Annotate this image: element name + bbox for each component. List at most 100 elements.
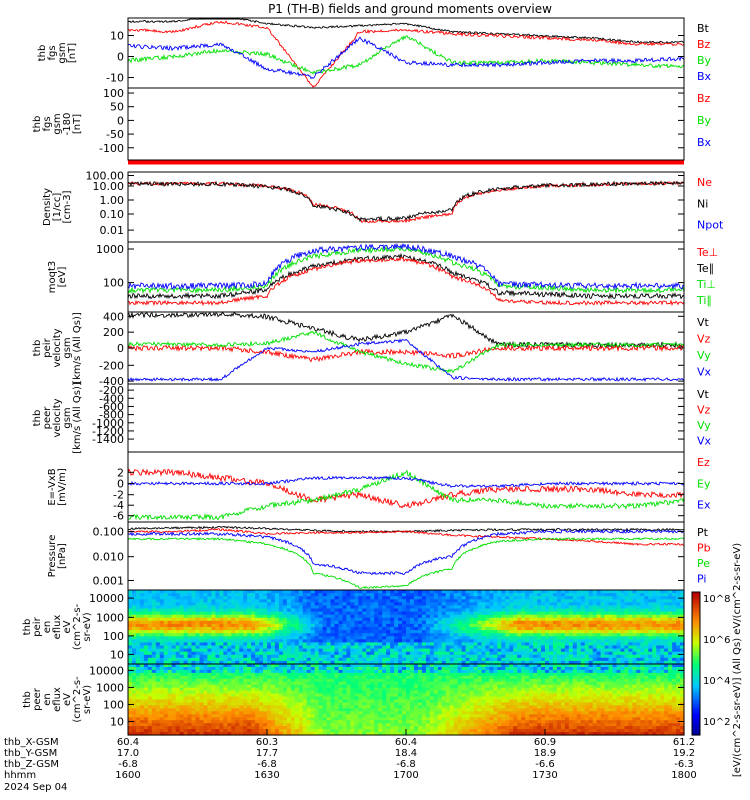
spectrogram-cell — [167, 633, 173, 637]
spectrogram-cell — [640, 672, 645, 677]
spectrogram-cell — [620, 633, 626, 637]
spectrogram-cell — [473, 664, 479, 668]
spectrogram-cell — [143, 690, 149, 695]
spectrogram-cell — [441, 611, 447, 616]
spectrogram-cell — [644, 681, 649, 686]
spectrogram-cell — [207, 596, 212, 600]
spectrogram-cell — [461, 617, 467, 622]
spectrogram-cell — [652, 636, 657, 640]
spectrogram-cell — [640, 678, 645, 683]
spectrogram-cell — [481, 667, 487, 671]
spectrogram-cell — [584, 590, 590, 594]
spectrogram-cell — [660, 687, 665, 692]
spectrogram-cell — [406, 645, 411, 650]
spectrogram-cell — [370, 614, 375, 619]
spectrogram-cell — [354, 687, 359, 692]
spectrogram-cell — [175, 614, 181, 619]
spectrogram-cell — [334, 620, 340, 625]
spectrogram-cell — [481, 690, 487, 695]
spectrogram-cell — [251, 614, 256, 619]
spectrogram-cell — [298, 645, 304, 650]
spectrogram-cell — [529, 642, 534, 647]
spectrogram-cell — [350, 681, 355, 686]
spectrogram-cell — [350, 596, 355, 600]
spectrogram-cell — [584, 605, 590, 610]
spectrogram-cell — [529, 614, 534, 619]
spectrogram-cell — [402, 675, 407, 680]
spectrogram-cell — [326, 648, 332, 653]
spectrogram-cell — [151, 636, 157, 640]
spectrogram-cell — [302, 664, 308, 668]
spectrogram-cell — [429, 675, 435, 680]
spectrogram-cell — [370, 599, 375, 603]
spectrogram-cell — [640, 657, 645, 662]
spectrogram-cell — [386, 620, 391, 625]
spectrogram-cell — [398, 660, 403, 665]
spectrogram-cell — [668, 614, 673, 619]
spectrogram-cell — [251, 605, 256, 610]
spectrogram-cell — [680, 602, 685, 606]
spectrogram-cell — [326, 672, 332, 677]
spectrogram-cell — [235, 669, 240, 674]
spectrogram-cell — [620, 596, 626, 600]
spectrogram-cell — [406, 620, 411, 625]
spectrogram-cell — [445, 675, 451, 680]
spectrogram-cell — [147, 651, 153, 656]
spectrogram-cell — [330, 648, 336, 653]
spectrogram-cell — [338, 630, 344, 634]
spectrogram-cell — [421, 617, 427, 622]
spectrogram-cell — [306, 611, 312, 616]
spectrogram-cell — [219, 690, 224, 695]
spectrogram-cell — [453, 639, 459, 643]
spectrogram-cell — [421, 593, 427, 597]
spectrogram-cell — [552, 657, 558, 662]
spectrogram-cell — [394, 611, 399, 616]
y-axis-label: thb — [32, 340, 43, 357]
spectrogram-cell — [390, 627, 395, 631]
spectrogram-cell — [219, 636, 224, 640]
y-tick-label: 1.00 — [100, 194, 125, 207]
spectrogram-cell — [362, 667, 367, 671]
spectrogram-cell — [382, 645, 387, 650]
spectrogram-cell — [513, 596, 518, 600]
spectrogram-cell — [437, 657, 443, 662]
spectrogram-cell — [147, 667, 153, 671]
spectrogram-cell — [306, 593, 312, 597]
spectrogram-cell — [298, 623, 304, 628]
spectrogram-cell — [477, 669, 483, 674]
spectrogram-cell — [580, 684, 586, 689]
spectrogram-cell — [572, 623, 578, 628]
spectrogram-cell — [580, 602, 586, 606]
spectrogram-cell — [545, 630, 550, 634]
spectrogram-cell — [223, 602, 228, 606]
spectrogram-cell — [334, 667, 340, 671]
spectrogram-cell — [632, 611, 637, 616]
spectrogram-cell — [398, 672, 403, 677]
spectrogram-cell — [179, 693, 185, 698]
spectrogram-cell — [314, 614, 320, 619]
spectrogram-cell — [306, 648, 312, 653]
spectrogram-cell — [159, 633, 165, 637]
spectrogram-cell — [259, 599, 264, 603]
spectrogram-cell — [378, 596, 383, 600]
spectrogram-cell — [568, 669, 574, 674]
spectrogram-cell — [421, 651, 427, 656]
spectrogram-cell — [453, 623, 459, 628]
spectrogram-cell — [521, 654, 526, 659]
spectrogram-cell — [600, 590, 606, 594]
spectrogram-cell — [632, 681, 637, 686]
spectrogram-cell — [171, 667, 177, 671]
spectrogram-cell — [410, 620, 415, 625]
spectrogram-cell — [513, 690, 518, 695]
spectrogram-cell — [207, 630, 212, 634]
spectrogram-cell — [656, 596, 661, 600]
spectrogram-cell — [453, 633, 459, 637]
spectrogram-cell — [207, 672, 212, 677]
spectrogram-cell — [191, 648, 197, 653]
spectrogram-cell — [437, 627, 443, 631]
spectrogram-cell — [274, 664, 280, 668]
spectrogram-cell — [604, 593, 610, 597]
spectrogram-cell — [612, 672, 618, 677]
spectrogram-cell — [676, 672, 681, 677]
spectrogram-cell — [231, 599, 236, 603]
